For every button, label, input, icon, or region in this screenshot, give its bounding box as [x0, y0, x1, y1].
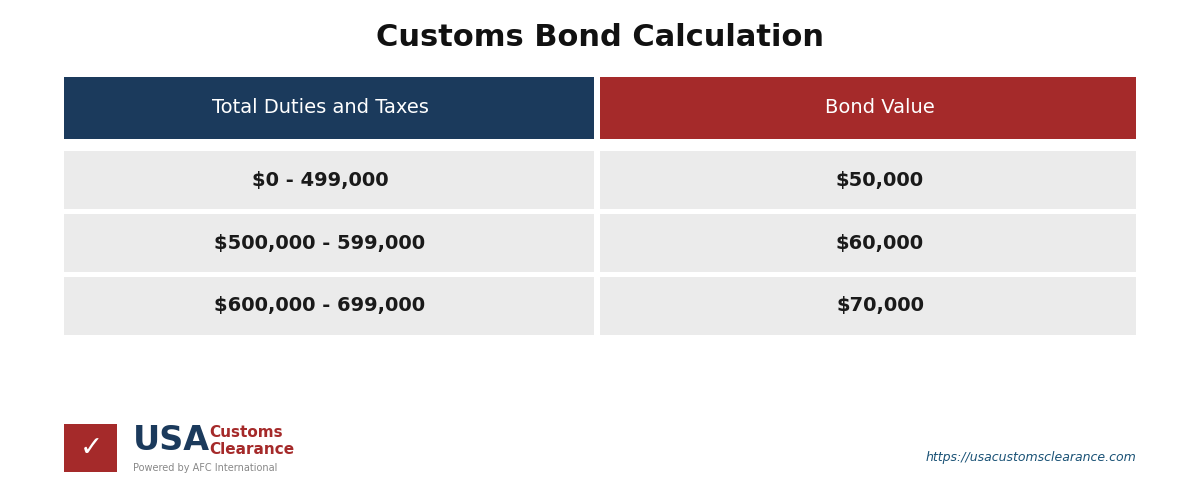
FancyBboxPatch shape — [64, 151, 594, 209]
Text: $60,000: $60,000 — [836, 234, 924, 252]
Text: $600,000 - 699,000: $600,000 - 699,000 — [215, 297, 426, 315]
Text: $50,000: $50,000 — [836, 171, 924, 190]
Text: $0 - 499,000: $0 - 499,000 — [252, 171, 389, 190]
FancyBboxPatch shape — [600, 214, 1136, 272]
FancyBboxPatch shape — [64, 277, 594, 335]
Text: Total Duties and Taxes: Total Duties and Taxes — [211, 98, 428, 117]
FancyBboxPatch shape — [64, 424, 118, 472]
Text: USA: USA — [133, 425, 210, 458]
Text: Powered by AFC International: Powered by AFC International — [133, 464, 277, 473]
FancyBboxPatch shape — [600, 77, 1136, 139]
Text: $70,000: $70,000 — [836, 297, 924, 315]
FancyBboxPatch shape — [600, 151, 1136, 209]
FancyBboxPatch shape — [600, 277, 1136, 335]
FancyBboxPatch shape — [64, 77, 594, 139]
Text: $500,000 - 599,000: $500,000 - 599,000 — [215, 234, 426, 252]
Text: Customs Bond Calculation: Customs Bond Calculation — [376, 24, 824, 53]
FancyBboxPatch shape — [64, 214, 594, 272]
Text: ✓: ✓ — [79, 434, 103, 462]
Text: https://usacustomsclearance.com: https://usacustomsclearance.com — [925, 451, 1136, 464]
Text: Bond Value: Bond Value — [826, 98, 935, 117]
Text: Customs
Clearance: Customs Clearance — [209, 425, 294, 457]
